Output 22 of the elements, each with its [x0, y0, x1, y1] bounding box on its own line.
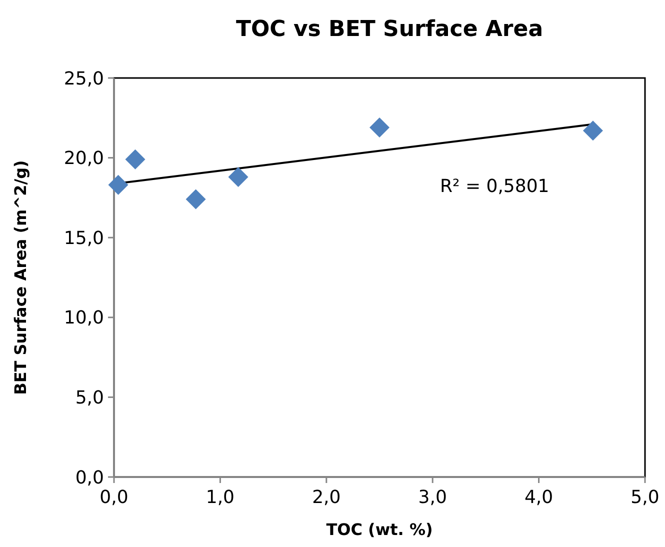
y-tick-label: 10,0	[64, 308, 104, 329]
x-tick-label: 5,0	[630, 487, 660, 508]
y-tick-label: 20,0	[64, 148, 104, 170]
point	[108, 174, 128, 195]
point	[125, 149, 146, 170]
x-tick-label: 0,0	[100, 487, 128, 508]
x-tick-label: 4,0	[524, 487, 554, 508]
x-tick-label: 3,0	[418, 487, 447, 508]
y-axis-title: BET Surface Area (m^2/g)	[11, 160, 30, 395]
chart-title: TOC vs BET Surface Area	[236, 17, 544, 42]
point	[228, 166, 248, 187]
y-tick-label: 15,0	[64, 228, 104, 249]
x-axis-title: TOC (wt. %)	[326, 520, 433, 539]
point	[582, 120, 603, 141]
point	[370, 117, 390, 138]
y-tick-label: 25,0	[64, 68, 104, 90]
y-tick-label: 0,0	[75, 467, 104, 488]
x-tick-label: 2,0	[312, 487, 341, 508]
point	[186, 189, 206, 210]
annotation: R² = 0,5801	[440, 176, 550, 197]
x-tick-label: 1,0	[206, 487, 235, 508]
y-tick-label: 5,0	[75, 388, 104, 408]
